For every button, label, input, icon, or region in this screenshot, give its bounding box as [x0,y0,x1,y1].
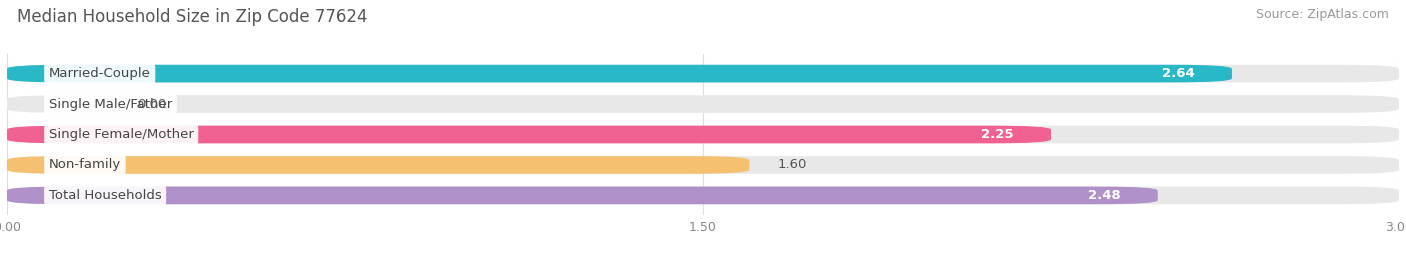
FancyBboxPatch shape [7,187,1157,204]
FancyBboxPatch shape [7,95,1399,113]
Text: 0.00: 0.00 [136,98,166,111]
Text: Single Male/Father: Single Male/Father [49,98,172,111]
Text: Median Household Size in Zip Code 77624: Median Household Size in Zip Code 77624 [17,8,367,26]
FancyBboxPatch shape [7,126,1050,143]
Text: Married-Couple: Married-Couple [49,67,150,80]
Text: Total Households: Total Households [49,189,162,202]
FancyBboxPatch shape [7,187,1399,204]
FancyBboxPatch shape [7,156,1399,174]
Text: 2.25: 2.25 [981,128,1014,141]
FancyBboxPatch shape [7,65,1399,82]
FancyBboxPatch shape [7,126,1399,143]
Text: Single Female/Mother: Single Female/Mother [49,128,194,141]
Text: 2.48: 2.48 [1088,189,1121,202]
Text: Source: ZipAtlas.com: Source: ZipAtlas.com [1256,8,1389,21]
Text: 2.64: 2.64 [1163,67,1195,80]
FancyBboxPatch shape [7,65,1232,82]
FancyBboxPatch shape [7,156,749,174]
Text: 1.60: 1.60 [778,158,807,171]
Text: Non-family: Non-family [49,158,121,171]
